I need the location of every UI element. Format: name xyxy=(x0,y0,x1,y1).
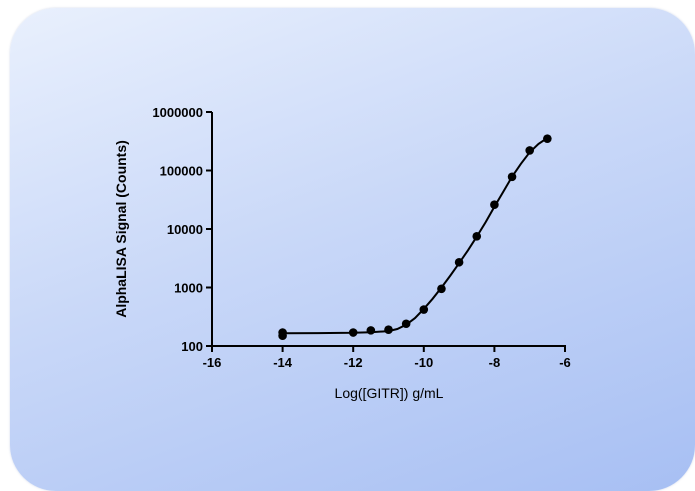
data-point xyxy=(454,257,464,267)
y-tick-label: 100000 xyxy=(160,164,203,179)
x-tick-label: -8 xyxy=(489,355,501,370)
data-point xyxy=(543,134,552,143)
x-tick-label: -14 xyxy=(273,355,293,370)
data-point xyxy=(401,319,411,329)
data-point xyxy=(348,328,358,337)
y-tick-label: 1000 xyxy=(174,281,203,296)
x-tick-label: -10 xyxy=(414,355,433,370)
y-axis-title: AlphaLISA Signal (Counts) xyxy=(113,140,129,318)
data-points-layer xyxy=(278,134,552,340)
chart-card xyxy=(10,8,695,491)
x-axis-title: Log([GITR]) g/mL xyxy=(335,385,444,401)
axes xyxy=(211,112,566,347)
data-point xyxy=(278,328,287,337)
ticks: -16 -14 -12 -10 -8 -6 100 1000 10000 100000 100000… xyxy=(152,105,570,370)
data-point xyxy=(437,284,446,294)
data-point xyxy=(366,326,376,335)
fit-curve-line xyxy=(282,137,548,335)
y-tick-label: 10000 xyxy=(167,222,203,237)
data-point xyxy=(525,146,534,155)
data-point xyxy=(472,232,482,241)
fit-curve-layer xyxy=(282,137,548,335)
y-tick-label: 100 xyxy=(181,339,203,354)
data-point xyxy=(507,172,517,182)
x-tick-label: -6 xyxy=(559,355,571,370)
data-point xyxy=(419,305,429,314)
y-tick-label: 1000000 xyxy=(152,105,203,120)
data-point xyxy=(384,325,393,334)
data-point xyxy=(490,200,499,210)
x-tick-label: -16 xyxy=(203,355,222,370)
x-tick-label: -12 xyxy=(344,355,363,370)
